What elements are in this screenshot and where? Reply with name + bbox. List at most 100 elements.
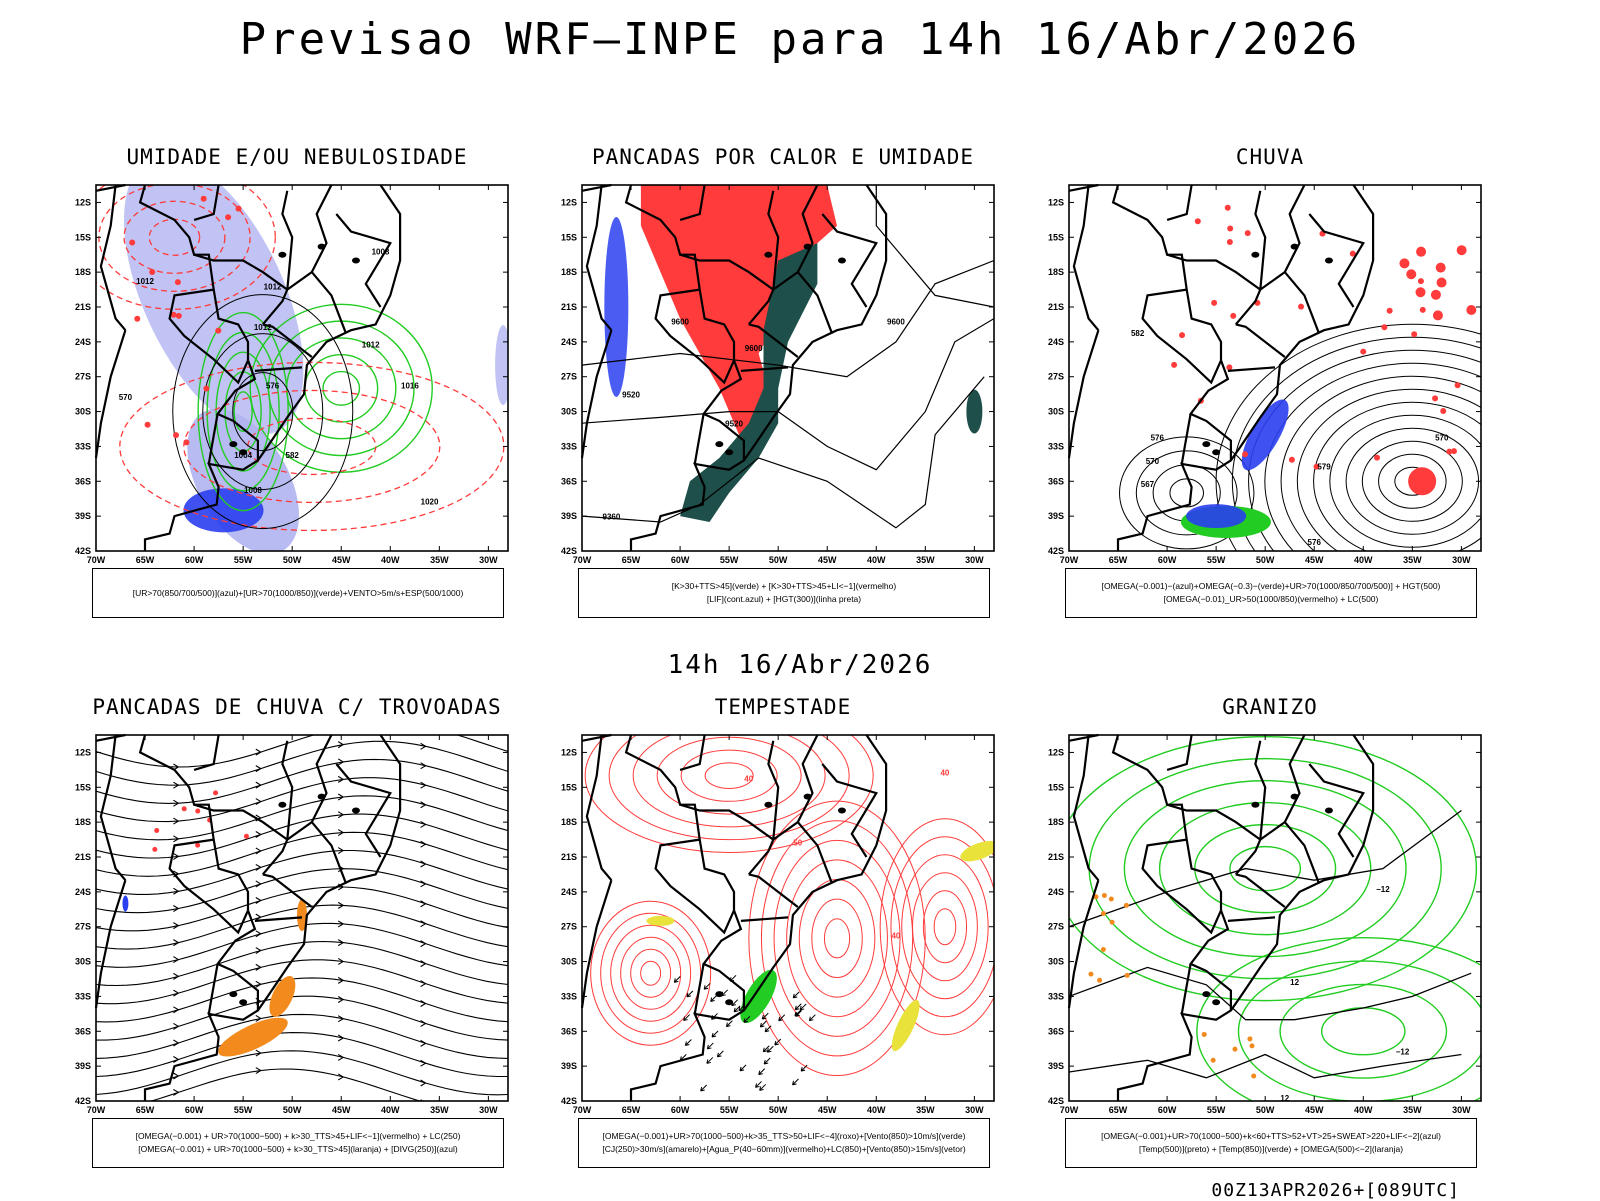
streamline-arrow	[256, 848, 261, 854]
contour-label: 582	[286, 451, 300, 460]
red-speckle	[1227, 239, 1233, 245]
red-speckle	[244, 834, 249, 839]
contour-label: −12	[1376, 885, 1390, 894]
wind-contour	[774, 840, 900, 1036]
lake-shape	[318, 794, 326, 800]
streamline	[96, 832, 508, 876]
red-speckle	[182, 806, 187, 811]
lon-label: 45W	[332, 555, 351, 565]
red-speckle	[1245, 230, 1251, 236]
legend-line: [OMEGA(−0.01)_UR>50(1000/850)(vermelho) …	[1066, 593, 1476, 606]
lon-label: 50W	[769, 555, 788, 565]
contour-label: 579	[1317, 463, 1331, 472]
border-line	[209, 964, 218, 1014]
panel-title: UMIDADE E/OU NEBULOSIDADE	[52, 145, 542, 169]
red-speckle	[225, 214, 231, 220]
legend-line: [Temp(500)](preto) + [Temp(850)](verde) …	[1066, 1143, 1476, 1156]
omega-speckle	[1097, 978, 1102, 983]
red-speckle	[236, 206, 242, 212]
border-line	[582, 185, 611, 191]
lat-label: 24S	[561, 337, 577, 347]
red-speckle	[195, 809, 200, 814]
contour-label: 1008	[244, 486, 262, 495]
omega-speckle	[1202, 1032, 1207, 1037]
jet-yellow-area	[646, 916, 674, 926]
lat-label: 15S	[561, 782, 577, 792]
lat-label: 33S	[561, 441, 577, 451]
lat-label: 18S	[75, 817, 91, 827]
border-line	[312, 185, 332, 272]
border-line	[582, 735, 611, 741]
red-speckle	[1289, 457, 1295, 463]
lat-label: 27S	[561, 372, 577, 382]
lat-label: 12S	[75, 197, 91, 207]
lon-label: 55W	[720, 1105, 739, 1115]
panel-title: GRANIZO	[1025, 695, 1515, 719]
divergence-area	[122, 895, 128, 911]
lat-label: 39S	[75, 511, 91, 521]
lon-label: 35W	[916, 555, 935, 565]
instability-green-area	[966, 390, 982, 434]
streamline-arrow	[256, 931, 261, 937]
hgt-contour	[582, 377, 984, 528]
lat-label: 30S	[1048, 957, 1064, 967]
omega-speckle	[1088, 972, 1093, 977]
border-line	[1167, 185, 1192, 220]
lat-label: 39S	[561, 511, 577, 521]
lon-label: 30W	[965, 1105, 984, 1115]
lake-shape	[1291, 244, 1299, 250]
panel-title: CHUVA	[1025, 145, 1515, 169]
map-field: 9600 96009600952095209360	[582, 185, 994, 528]
lake-shape	[804, 794, 812, 800]
legend-line: [OMEGA(−0.001)+UR>70(1000−500)+k>35_TTS>…	[579, 1130, 989, 1143]
lat-label: 36S	[1048, 476, 1064, 486]
red-speckle	[149, 269, 155, 275]
lat-label: 27S	[75, 922, 91, 932]
map-tempestade: 4040504012S15S18S21S24S27S30S33S36S39S42…	[538, 727, 1028, 1127]
temp850-contour	[1124, 781, 1406, 957]
streamline	[96, 1051, 508, 1095]
orange-area	[213, 1010, 292, 1064]
streamline-arrow	[256, 948, 261, 954]
border-line	[1228, 917, 1275, 921]
lif-area	[604, 217, 628, 397]
wind-contour	[923, 891, 966, 963]
red-speckle	[1171, 362, 1177, 368]
streamline-arrow	[421, 961, 426, 967]
red-speckle	[1225, 205, 1231, 211]
border-line	[626, 735, 734, 910]
red-speckle	[1432, 395, 1438, 401]
streamline-arrow	[421, 981, 426, 987]
border-line	[1255, 191, 1265, 290]
contour-label: 40	[940, 769, 949, 778]
red-speckle	[1360, 349, 1366, 355]
contour-label: 1012	[136, 277, 154, 286]
lat-label: 30S	[75, 407, 91, 417]
border-line	[1167, 255, 1260, 290]
lat-label: 39S	[1048, 1061, 1064, 1071]
red-speckle	[1457, 245, 1467, 255]
red-speckle	[1433, 310, 1443, 320]
wind-contour	[902, 855, 988, 999]
red-speckle	[1298, 304, 1304, 310]
temp850-contour	[1197, 938, 1515, 1125]
wind-contour	[631, 949, 671, 997]
lat-label: 33S	[75, 441, 91, 451]
red-speckle	[145, 422, 151, 428]
wind-vector	[796, 1010, 802, 1016]
panel-legend: [K>30+TTS>45](verde) + [K>30+TTS>45+LI<−…	[578, 568, 990, 618]
streamline	[96, 978, 508, 1022]
streamline	[96, 796, 508, 840]
lake-shape	[229, 991, 237, 997]
legend-line: [OMEGA(−0.001)−(azul)+OMEGA(−0.3)−(verde…	[1066, 580, 1476, 593]
lon-label: 55W	[234, 555, 253, 565]
lon-label: 70W	[573, 1105, 592, 1115]
lake-shape	[1212, 999, 1220, 1005]
lake-shape	[715, 441, 723, 447]
red-speckle	[175, 279, 181, 285]
panel-umidade: UMIDADE E/OU NEBULOSIDADE 1012 1012 1008 10…	[52, 145, 542, 630]
lat-label: 24S	[1048, 887, 1064, 897]
wind-contour	[934, 909, 956, 945]
legend-line: [LIF](cont.azul) + [HGT(300)](linha pret…	[579, 593, 989, 606]
streamline-arrow	[421, 941, 426, 947]
